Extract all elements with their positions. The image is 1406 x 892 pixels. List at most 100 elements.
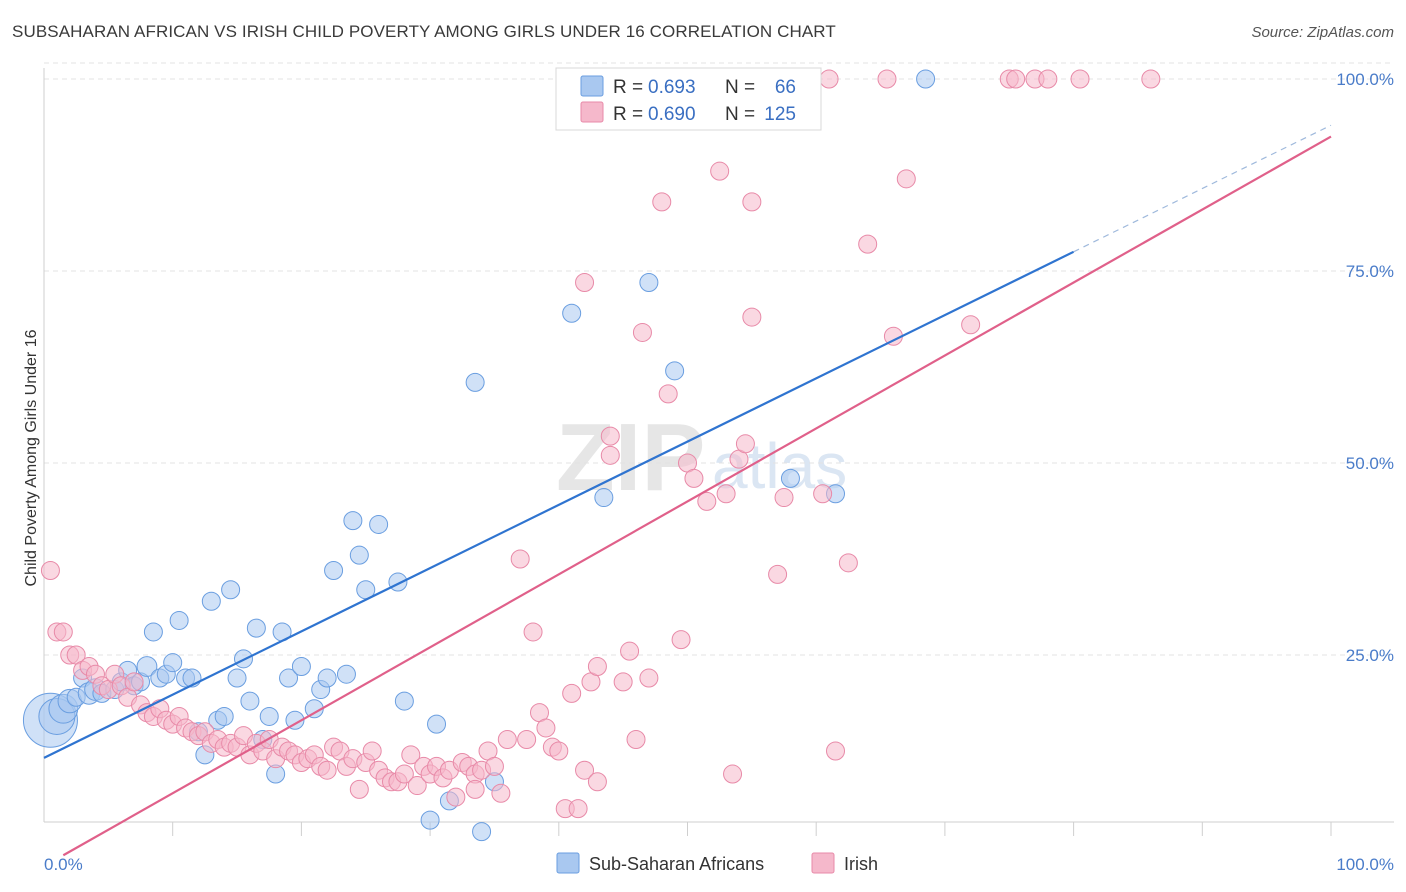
irish-point-98: [710, 161, 730, 181]
subsaharan-point-14: [136, 656, 158, 677]
irish-point-106: [768, 564, 788, 584]
irish-point-88: [620, 641, 640, 661]
subsaharan-point-30: [240, 691, 260, 711]
irish-point-70: [491, 783, 511, 803]
correlation-legend: R = 0.693 N = 66 R = 0.690 N = 125: [555, 67, 822, 131]
irish-point-120: [575, 273, 595, 293]
irish-point-85: [600, 426, 620, 446]
subsaharan-point-44: [343, 511, 363, 531]
irish-point-113: [961, 315, 981, 335]
subsaharan-point-28: [227, 668, 247, 688]
subsaharan-point-37: [291, 657, 311, 677]
irish-point-50: [362, 741, 382, 761]
irish-point-107: [813, 484, 833, 504]
irish-point-82: [575, 760, 595, 780]
series-swatch-irish: [811, 852, 835, 874]
subsaharan-point-42: [324, 561, 344, 581]
series-label-subsaharan: Sub-Saharan Africans: [589, 854, 764, 874]
legend-r-label-2: R =: [613, 104, 643, 125]
irish-point-108: [826, 741, 846, 761]
y-tick-label-2: 75.0%: [1346, 262, 1394, 281]
subsaharan-point-59: [665, 361, 685, 381]
irish-point-124: [587, 772, 607, 792]
subsaharan-point-33: [259, 706, 279, 726]
legend-n-label-2: N =: [725, 104, 755, 125]
subsaharan-point-62: [916, 69, 936, 89]
irish-point-43: [317, 760, 337, 780]
irish-point-87: [613, 672, 633, 692]
irish-point-99: [716, 484, 736, 504]
subsaharan-point-19: [169, 610, 189, 630]
series-label-irish: Irish: [844, 854, 878, 874]
legend-swatch-pink: [580, 101, 604, 123]
subsaharan-point-50: [420, 810, 440, 830]
irish-point-91: [639, 668, 659, 688]
trend-line-subsaharan-extension: [1073, 124, 1332, 253]
irish-point-93: [658, 384, 678, 404]
y-tick-label-0: 25.0%: [1346, 646, 1394, 665]
subsaharan-point-24: [201, 591, 221, 611]
y-tick-label-3: 100.0%: [1336, 70, 1394, 89]
grid-lines: [44, 62, 1394, 656]
irish-point-74: [523, 622, 543, 642]
irish-point-72: [510, 549, 530, 569]
legend-n-label-1: N =: [725, 77, 755, 98]
irish-point-100: [723, 764, 743, 784]
legend-r-value-1: 0.693: [648, 77, 696, 98]
y-tick-labels: 25.0% 50.0% 75.0% 100.0%: [1336, 70, 1394, 665]
subsaharan-point-38: [285, 710, 305, 730]
subsaharan-point-60: [780, 468, 800, 488]
legend-n-value-2: 125: [764, 104, 796, 125]
irish-point-118: [1070, 69, 1090, 89]
irish-point-80: [562, 683, 582, 703]
subsaharan-point-41: [317, 668, 337, 688]
subsaharan-point-58: [639, 273, 659, 293]
irish-point-96: [684, 468, 704, 488]
irish-point-90: [632, 322, 652, 342]
trend-line-irish: [62, 135, 1332, 857]
irish-point-97: [697, 491, 717, 511]
subsaharan-point-27: [221, 580, 241, 600]
x-tick-label-min: 0.0%: [44, 855, 83, 874]
irish-point-57: [407, 776, 427, 796]
irish-point-73: [517, 729, 537, 749]
chart-source: Source: ZipAtlas.com: [1251, 24, 1394, 41]
subsaharan-point-31: [246, 618, 266, 638]
irish-point-92: [652, 192, 672, 212]
y-axis-label: Child Poverty Among Girls Under 16: [23, 329, 40, 586]
subsaharan-point-45: [349, 545, 369, 565]
legend-swatch-blue: [580, 75, 604, 97]
irish-point-81: [568, 799, 588, 819]
subsaharan-point-47: [369, 514, 389, 534]
irish-point-78: [549, 741, 569, 761]
chart-title: SUBSAHARAN AFRICAN VS IRISH CHILD POVERT…: [12, 22, 836, 41]
irish-point-123: [465, 779, 485, 799]
subsaharan-point-57: [562, 303, 582, 323]
subsaharan-point-56: [594, 488, 614, 508]
irish-point-63: [446, 787, 466, 807]
irish-point-89: [626, 729, 646, 749]
irish-point-103: [742, 307, 762, 327]
subsaharan-point-43: [336, 664, 356, 684]
irish-point-104: [742, 192, 762, 212]
irish-point-119: [1141, 69, 1161, 89]
irish-point-55: [394, 764, 414, 784]
irish-point-112: [896, 169, 916, 189]
x-axis-ticks: [172, 822, 1332, 836]
series-legend: Sub-Saharan Africans Irish: [556, 852, 878, 874]
subsaharan-point-51: [427, 714, 447, 734]
irish-point-56: [401, 745, 421, 765]
irish-point-122: [819, 69, 839, 89]
irish-point-109: [838, 553, 858, 573]
irish-point-48: [349, 779, 369, 799]
irish-point-86: [600, 445, 620, 465]
subsaharan-point-49: [394, 691, 414, 711]
subsaharan-point-54: [472, 822, 492, 842]
irish-point-69: [484, 756, 504, 776]
irish-point-121: [877, 69, 897, 89]
subsaharan-point-18: [163, 653, 183, 673]
subsaharan-point-36: [279, 668, 299, 688]
series-swatch-subsaharan: [556, 852, 580, 874]
irish-point-117: [1038, 69, 1058, 89]
trend-line-subsaharan: [43, 250, 1075, 759]
